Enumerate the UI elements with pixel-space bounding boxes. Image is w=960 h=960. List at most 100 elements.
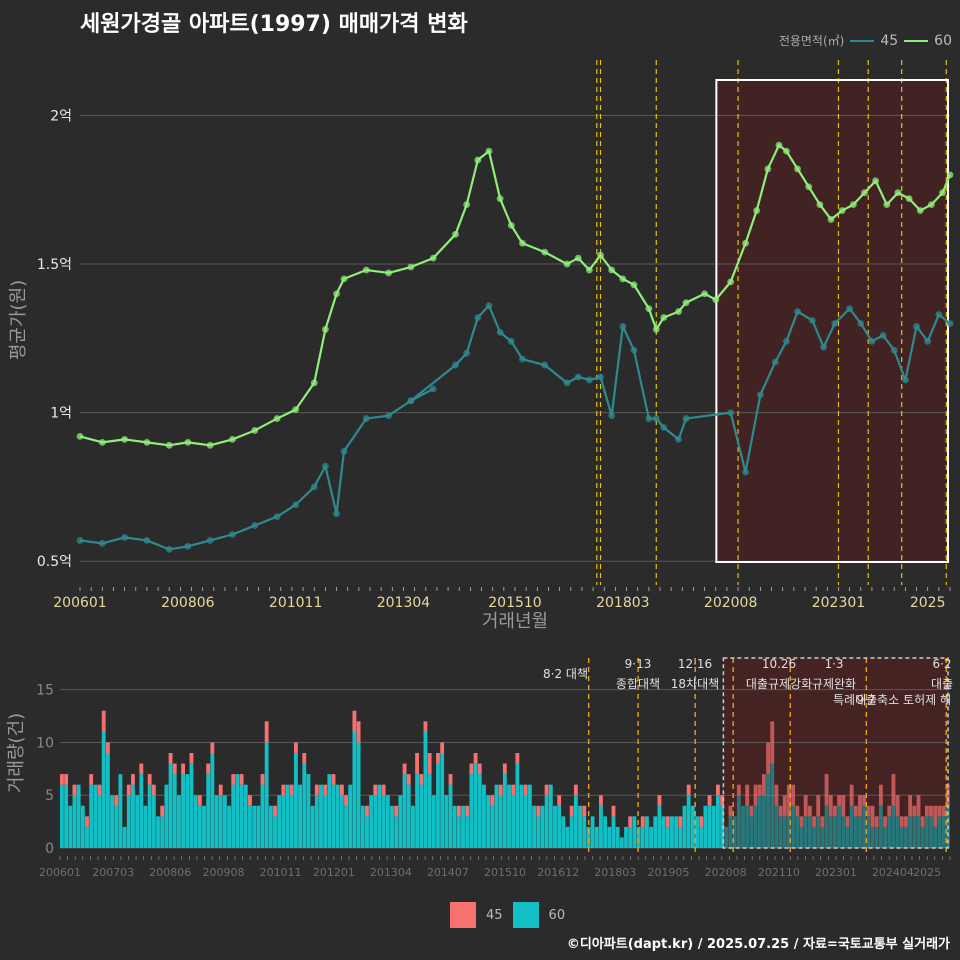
bar-45 (544, 784, 549, 796)
bar-60 (402, 774, 407, 848)
bar-60 (156, 816, 160, 848)
bar-60 (895, 816, 900, 848)
bar-45 (473, 753, 478, 764)
bar-60 (690, 805, 695, 848)
bar-60 (883, 826, 887, 848)
bar-45 (716, 784, 720, 796)
x-tick-label: 201304 (377, 595, 431, 611)
bar-60 (285, 784, 290, 848)
bar-60 (937, 816, 942, 848)
bar-45 (131, 774, 135, 785)
bar-60 (732, 816, 737, 848)
bar-60 (544, 795, 549, 848)
bar-60 (565, 826, 570, 848)
bar-60 (189, 763, 194, 848)
bar-60 (686, 795, 691, 848)
bar-45 (774, 784, 779, 806)
bar-45 (678, 816, 683, 827)
bar-60 (231, 784, 236, 848)
bar-45 (339, 784, 344, 796)
bar-60 (314, 795, 319, 848)
policy-annotation: 12·16 (678, 657, 712, 671)
bar-60 (80, 805, 85, 848)
bar-45 (147, 774, 152, 785)
bar-60 (782, 816, 787, 848)
chart-title: 세원가경골 아파트(1997) 매매가격 변화 (80, 12, 468, 37)
bar-60 (862, 805, 867, 848)
bar-45 (239, 774, 244, 785)
bar-60 (527, 784, 532, 848)
bar-60 (728, 816, 733, 848)
policy-annotation: 8·2 대책 (543, 666, 588, 681)
bar-60 (628, 826, 633, 848)
series-line-60 (79, 144, 952, 447)
bar-60 (273, 816, 277, 848)
bar-60 (908, 816, 913, 848)
bar-45 (469, 763, 474, 775)
bar-45 (812, 816, 816, 827)
bar-45 (381, 784, 386, 796)
bar-45 (273, 805, 277, 817)
bar-60 (143, 805, 148, 848)
bar-45 (344, 795, 348, 806)
bar-60 (670, 816, 674, 848)
bar-60 (327, 774, 332, 848)
bar-45 (356, 721, 361, 743)
vol-x-tick-label: 202301 (815, 866, 857, 879)
bar-60 (657, 805, 662, 848)
bar-45 (849, 784, 854, 806)
bar-60 (172, 774, 177, 848)
bar-60 (110, 795, 114, 848)
bar-45 (406, 774, 411, 785)
bar-45 (858, 795, 862, 817)
policy-annotation: 대출 (931, 677, 953, 691)
vol-y-tick-label: 10 (36, 735, 54, 751)
vol-y-tick-label: 5 (45, 788, 54, 804)
bar-45 (419, 774, 424, 785)
bar-60 (924, 816, 929, 848)
bar-60 (523, 795, 528, 848)
bar-60 (482, 784, 486, 848)
bar-45 (323, 784, 328, 796)
bar-60 (578, 805, 582, 848)
bar-60 (335, 784, 340, 848)
bar-60 (807, 816, 812, 848)
bar-45 (791, 784, 796, 806)
bar-45 (415, 753, 420, 775)
bar-45 (837, 795, 842, 806)
vol-x-tick-label: 201803 (594, 866, 636, 879)
bar-60 (197, 805, 202, 848)
bar-45 (874, 816, 879, 827)
bar-60 (803, 816, 808, 848)
policy-annotation: 1·3 (824, 657, 843, 671)
vol-x-tick-label: 201905 (648, 866, 690, 879)
bar-60 (828, 816, 833, 848)
legend-swatch-60 (904, 39, 929, 42)
bar-60 (929, 816, 933, 848)
bar-60 (770, 763, 775, 848)
bar-45 (833, 805, 837, 817)
bar-45 (427, 753, 432, 775)
bar-60 (406, 784, 411, 848)
bar-60 (210, 753, 215, 848)
bar-60 (941, 816, 946, 848)
bar-45 (883, 816, 887, 827)
bar-60 (89, 784, 94, 848)
bar-60 (632, 816, 637, 848)
policy-annotation: 9·7 (856, 693, 875, 707)
bar-60 (515, 763, 520, 848)
bar-45 (778, 805, 783, 817)
bar-45 (181, 763, 186, 775)
bar-45 (60, 774, 64, 785)
bar-60 (360, 805, 365, 848)
bar-45 (937, 805, 942, 817)
bar-60 (135, 795, 140, 848)
y-tick-label: 1.5억 (37, 257, 72, 273)
bar-60 (410, 805, 415, 848)
bar-60 (912, 816, 917, 848)
vol-highlight-box (722, 657, 949, 849)
bar-60 (206, 774, 211, 848)
bar-60 (323, 795, 328, 848)
bar-45 (757, 784, 762, 796)
bar-60 (711, 805, 716, 848)
